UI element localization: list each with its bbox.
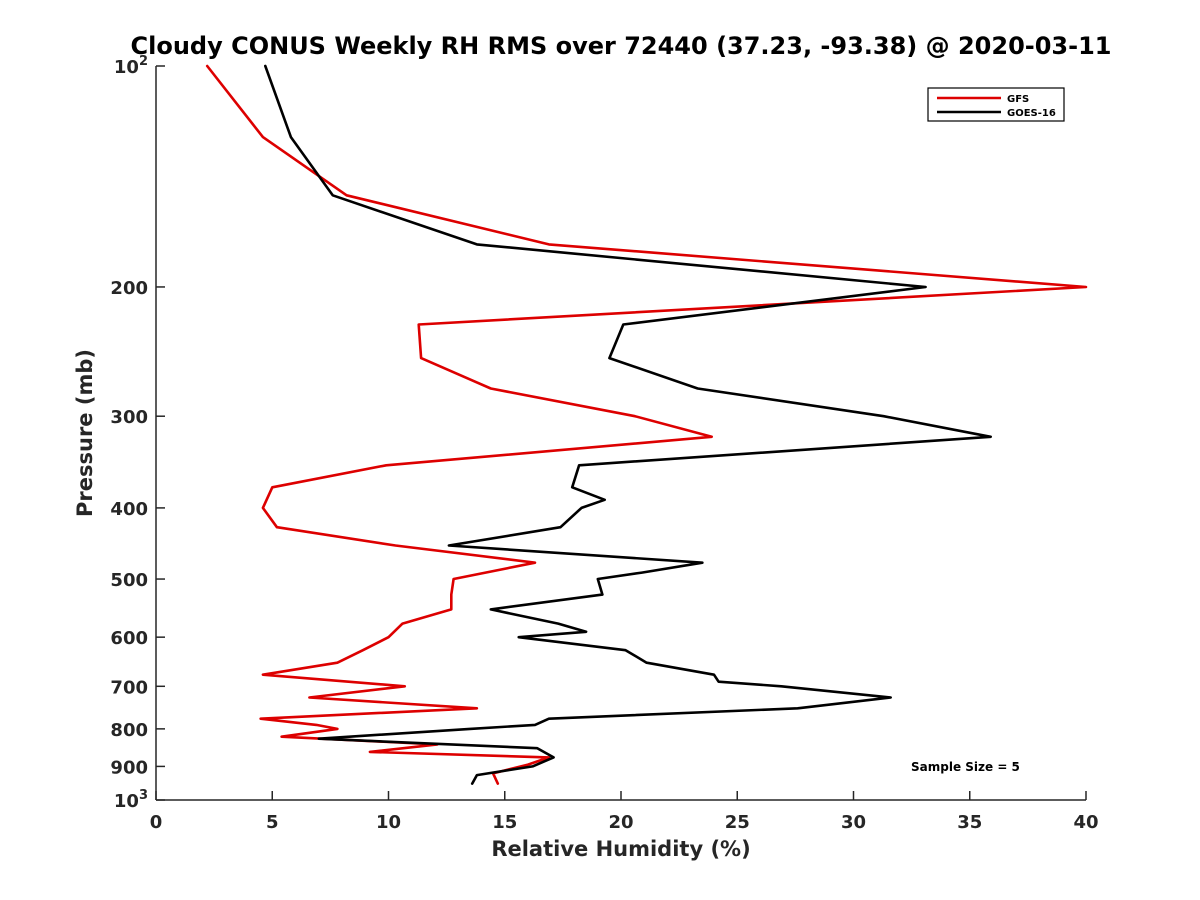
sample-size-note: Sample Size = 5 <box>911 760 1020 774</box>
x-tick-label: 30 <box>841 812 866 833</box>
y-tick-label: 700 <box>110 677 148 698</box>
x-axis-label: Relative Humidity (%) <box>491 837 750 861</box>
x-tick-label: 35 <box>957 812 982 833</box>
y-tick-label: 200 <box>110 278 148 299</box>
series-line-goes-16 <box>264 64 992 785</box>
legend: GFS GOES-16 <box>927 87 1065 122</box>
legend-items: GFS GOES-16 <box>937 94 1056 119</box>
y-tick-label: 500 <box>110 570 148 591</box>
chart-title: Cloudy CONUS Weekly RH RMS over 72440 (3… <box>131 32 1112 60</box>
x-tick-label: 20 <box>608 812 633 833</box>
y-tick-label: 400 <box>110 499 148 520</box>
x-tick-label: 10 <box>376 812 401 833</box>
y-tick-label: 300 <box>110 407 148 428</box>
legend-label: GOES-16 <box>1007 108 1056 119</box>
y-tick-label: 900 <box>110 757 148 778</box>
series-line-gfs <box>205 64 1088 785</box>
x-tick-label: 15 <box>492 812 517 833</box>
plot-frame <box>156 66 1086 800</box>
y-tick-label: 102 <box>114 54 148 78</box>
x-tick-label: 25 <box>725 812 750 833</box>
plot-lines <box>205 64 1088 785</box>
x-tick-label: 5 <box>266 812 279 833</box>
x-tick-label: 0 <box>150 812 163 833</box>
y-tick-label: 800 <box>110 720 148 741</box>
y-ticks: 102 200 300 400 500 600 700 800 900 103 <box>110 54 165 812</box>
legend-label: GFS <box>1007 94 1029 105</box>
x-tick-label: 40 <box>1073 812 1098 833</box>
y-tick-label: 103 <box>114 788 148 812</box>
legend-box <box>927 87 1065 122</box>
y-tick-label: 600 <box>110 628 148 649</box>
y-axis-label: Pressure (mb) <box>73 349 97 517</box>
x-ticks: 0 5 10 15 20 25 30 35 40 <box>150 791 1099 833</box>
